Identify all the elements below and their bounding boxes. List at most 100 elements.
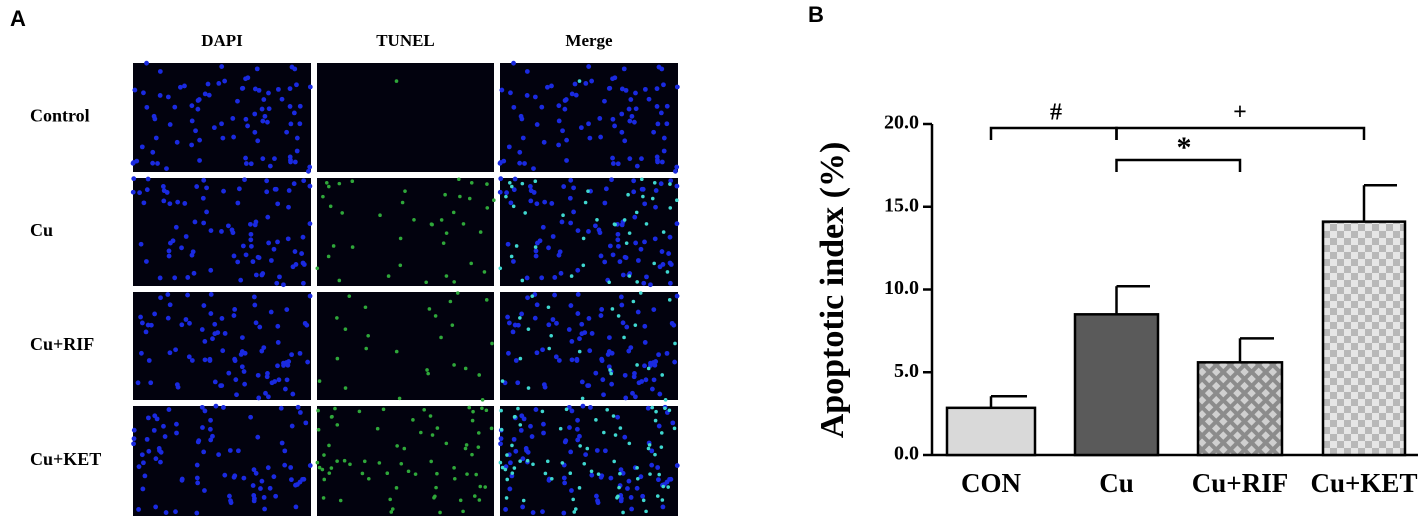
nucleus (236, 186, 242, 192)
nucleus (202, 488, 207, 493)
micrograph (500, 291, 680, 402)
tunel-spot (397, 396, 402, 401)
tunel-spot (427, 307, 432, 311)
nucleus (145, 415, 151, 421)
tunel-spot (412, 217, 416, 222)
nucleus (653, 188, 659, 193)
tunel-spot (433, 494, 437, 499)
nucleus (239, 335, 245, 341)
tunel-spot (510, 471, 515, 475)
nucleus (631, 374, 637, 380)
nucleus (174, 139, 180, 145)
tunel-spot (435, 426, 440, 430)
nucleus (631, 189, 637, 195)
y-axis-label: Apoptotic index (%) (814, 142, 851, 439)
nucleus (578, 125, 584, 131)
tunel-spot (482, 270, 487, 274)
significance-mark: * (1177, 131, 1192, 164)
nucleus (293, 504, 299, 510)
nucleus (607, 85, 613, 91)
tunel-spot (439, 335, 443, 340)
nucleus (189, 252, 195, 258)
nucleus (297, 121, 303, 127)
nucleus (153, 456, 159, 462)
tunel-spot (348, 462, 352, 467)
nucleus (300, 280, 306, 286)
nucleus (157, 69, 163, 74)
nucleus (549, 83, 554, 89)
nucleus (594, 448, 600, 453)
tunel-spot (607, 280, 611, 285)
nucleus (505, 314, 510, 320)
column-header: Merge (565, 31, 613, 50)
micrograph (317, 63, 494, 172)
tunel-spot (430, 433, 435, 437)
nucleus (656, 64, 662, 70)
micrograph (133, 292, 313, 401)
nucleus (243, 155, 248, 161)
tunel-spot (441, 241, 446, 245)
nucleus (506, 320, 512, 326)
nucleus (618, 498, 624, 504)
nucleus (586, 316, 592, 321)
nucleus (628, 97, 634, 102)
nucleus (674, 463, 680, 468)
nucleus (517, 149, 523, 155)
nucleus (291, 110, 297, 116)
y-tick-label: 10.0 (884, 277, 919, 299)
nucleus (540, 347, 545, 353)
nucleus (303, 420, 309, 426)
nucleus (511, 187, 517, 193)
nucleus (534, 302, 540, 308)
tunel-spot (399, 462, 404, 466)
nucleus (235, 200, 241, 206)
nucleus (674, 293, 680, 299)
nucleus (165, 292, 171, 297)
tunel-spot (673, 341, 677, 346)
nucleus (288, 465, 294, 470)
nucleus (253, 219, 259, 225)
nucleus (503, 507, 508, 512)
tunel-spot (616, 314, 621, 318)
nucleus (594, 493, 599, 499)
nucleus (633, 240, 639, 246)
nucleus (275, 201, 281, 207)
tunel-spot (640, 177, 644, 182)
nucleus (294, 82, 299, 88)
tunel-spot (315, 266, 320, 271)
tunel-spot (616, 494, 620, 499)
nucleus (166, 407, 172, 412)
nucleus (568, 303, 574, 308)
nucleus (166, 248, 172, 254)
tunel-spot (612, 459, 616, 464)
tunel-spot (403, 189, 407, 193)
nucleus (646, 96, 652, 102)
nucleus (648, 282, 653, 288)
nucleus (609, 381, 615, 387)
tunel-spot (504, 194, 508, 199)
tunel-spot (469, 261, 474, 266)
nucleus (287, 154, 293, 160)
nucleus (580, 403, 586, 409)
nucleus (579, 379, 585, 385)
nucleus (651, 129, 657, 135)
nucleus (652, 236, 658, 242)
nucleus (167, 201, 173, 207)
nucleus (172, 104, 178, 110)
nucleus (221, 405, 226, 410)
nucleus (552, 275, 558, 280)
nucleus (199, 327, 205, 332)
tunel-spot (377, 461, 382, 465)
tunel-spot (569, 274, 574, 278)
nucleus (530, 510, 536, 515)
nucleus (208, 417, 213, 423)
tunel-spot (549, 476, 554, 481)
nucleus (146, 448, 152, 454)
nucleus (170, 238, 176, 244)
nucleus (227, 448, 233, 453)
tunel-spot (492, 198, 496, 202)
nucleus (573, 92, 579, 98)
nucleus (638, 246, 644, 252)
nucleus (593, 370, 599, 376)
nucleus (174, 430, 179, 436)
